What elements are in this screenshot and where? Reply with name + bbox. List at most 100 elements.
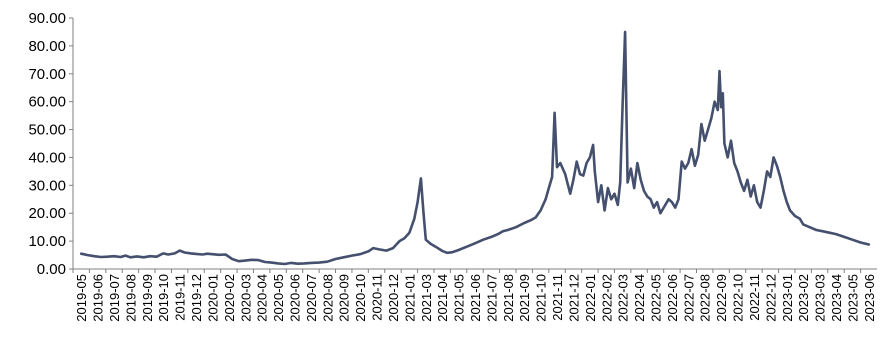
x-tick: 2022-05 bbox=[646, 269, 663, 322]
x-tick-label: 2020-06 bbox=[288, 274, 303, 322]
x-tick-label: 2021-09 bbox=[517, 274, 532, 322]
x-tick: 2023-05 bbox=[843, 269, 860, 322]
y-tick: 20.00 bbox=[28, 205, 73, 222]
x-tick-label: 2023-02 bbox=[796, 274, 811, 322]
x-tick: 2021-11 bbox=[548, 269, 565, 321]
x-tick: 2019-05 bbox=[72, 269, 89, 322]
x-tick-label: 2023-06 bbox=[862, 274, 877, 322]
x-tick: 2022-09 bbox=[712, 269, 729, 322]
x-tick: 2019-10 bbox=[154, 269, 171, 322]
x-tick-label: 2020-10 bbox=[353, 274, 368, 322]
x-tick: 2021-12 bbox=[564, 269, 581, 322]
x-tick: 2021-06 bbox=[466, 269, 483, 322]
x-tick: 2022-10 bbox=[728, 269, 746, 322]
x-tick-label: 2023-01 bbox=[780, 274, 795, 322]
x-tick-label: 2021-08 bbox=[501, 274, 516, 322]
x-tick: 2022-11 bbox=[745, 269, 762, 321]
x-tick-label: 2023-04 bbox=[829, 274, 844, 322]
x-tick: 2021-01 bbox=[400, 269, 417, 322]
x-tick: 2020-08 bbox=[318, 269, 335, 322]
x-tick: 2020-12 bbox=[384, 269, 401, 322]
x-tick: 2020-03 bbox=[236, 269, 253, 322]
y-tick: 60.00 bbox=[28, 94, 73, 111]
x-tick-label: 2022-12 bbox=[763, 274, 778, 322]
x-tick-label: 2021-06 bbox=[468, 274, 483, 322]
x-tick: 2022-06 bbox=[663, 269, 680, 322]
x-tick: 2020-11 bbox=[367, 269, 385, 321]
y-tick: 90.00 bbox=[28, 10, 73, 27]
y-tick-label: 10.00 bbox=[28, 233, 66, 250]
x-tick-label: 2021-05 bbox=[452, 274, 467, 322]
y-tick-label: 60.00 bbox=[28, 94, 66, 111]
x-tick-label: 2020-08 bbox=[320, 274, 335, 322]
y-tick-label: 50.00 bbox=[28, 122, 66, 139]
x-tick: 2021-07 bbox=[482, 269, 499, 322]
y-tick: 10.00 bbox=[28, 233, 73, 250]
x-tick-label: 2022-11 bbox=[747, 274, 762, 321]
x-tick-label: 2019-05 bbox=[74, 274, 89, 322]
x-tick-label: 2023-05 bbox=[845, 274, 860, 322]
y-tick-label: 20.00 bbox=[28, 205, 66, 222]
x-tick: 2023-03 bbox=[810, 269, 828, 322]
x-tick-label: 2020-12 bbox=[386, 274, 401, 322]
x-tick: 2021-08 bbox=[499, 269, 516, 322]
x-tick-label: 2019-10 bbox=[156, 274, 171, 322]
x-tick-label: 2019-09 bbox=[140, 274, 155, 322]
x-tick: 2023-04 bbox=[827, 269, 844, 322]
y-tick-label: 70.00 bbox=[28, 66, 66, 83]
x-tick-label: 2021-11 bbox=[550, 274, 565, 321]
x-tick: 2021-10 bbox=[531, 269, 549, 322]
x-tick: 2019-09 bbox=[138, 269, 155, 322]
x-tick: 2019-11 bbox=[170, 269, 188, 321]
x-tick-label: 2020-05 bbox=[271, 274, 286, 322]
x-tick-label: 2022-04 bbox=[632, 274, 647, 322]
x-tick-label: 2019-08 bbox=[123, 274, 138, 322]
x-tick-label: 2022-03 bbox=[616, 274, 631, 322]
x-tick-label: 2020-07 bbox=[304, 274, 319, 322]
x-tick-label: 2020-02 bbox=[222, 274, 237, 322]
x-tick-label: 2019-06 bbox=[91, 274, 106, 322]
x-tick: 2022-04 bbox=[630, 269, 647, 322]
x-tick: 2021-05 bbox=[449, 269, 467, 322]
x-tick-label: 2022-05 bbox=[648, 274, 663, 322]
x-tick: 2022-03 bbox=[613, 269, 631, 322]
x-tick: 2021-04 bbox=[433, 269, 450, 322]
x-tick: 2022-08 bbox=[696, 269, 713, 322]
x-tick-label: 2020-11 bbox=[370, 274, 385, 321]
x-tick-label: 2023-03 bbox=[813, 274, 828, 322]
x-tick-label: 2022-08 bbox=[698, 274, 713, 322]
y-tick-label: 90.00 bbox=[28, 10, 66, 27]
x-axis-ticks: 2019-05 2019-06 2019-07 2019-08 2019-09 2019-… bbox=[72, 269, 877, 322]
x-tick-label: 2022-02 bbox=[599, 274, 614, 322]
y-tick-label: 0.00 bbox=[37, 261, 66, 278]
x-tick: 2019-06 bbox=[88, 269, 106, 322]
x-tick-label: 2022-01 bbox=[583, 274, 598, 322]
x-tick: 2019-12 bbox=[187, 269, 204, 322]
x-tick-label: 2021-04 bbox=[435, 274, 450, 322]
x-tick: 2022-07 bbox=[679, 269, 696, 322]
x-tick: 2023-06 bbox=[860, 269, 877, 322]
x-tick-label: 2021-01 bbox=[402, 274, 417, 322]
x-tick: 2020-01 bbox=[203, 269, 220, 322]
y-tick: 0.00 bbox=[37, 261, 73, 278]
x-tick: 2022-01 bbox=[581, 269, 598, 322]
x-tick-label: 2019-11 bbox=[173, 274, 188, 321]
y-tick: 70.00 bbox=[28, 66, 73, 83]
y-tick-label: 40.00 bbox=[28, 149, 66, 166]
x-tick-label: 2020-03 bbox=[238, 274, 253, 322]
x-tick: 2020-09 bbox=[335, 269, 352, 322]
x-tick: 2020-10 bbox=[351, 269, 368, 322]
x-tick-label: 2019-07 bbox=[107, 274, 122, 322]
x-tick: 2023-01 bbox=[778, 269, 795, 322]
y-tick: 40.00 bbox=[28, 149, 73, 166]
x-tick: 2022-12 bbox=[761, 269, 778, 322]
x-tick: 2020-02 bbox=[220, 269, 237, 322]
x-tick-label: 2022-10 bbox=[731, 274, 746, 322]
y-axis-ticks: 0.00 10.00 20.00 30.00 40.00 50.00 60.00 70.00 8… bbox=[28, 10, 73, 278]
x-tick: 2022-02 bbox=[597, 269, 614, 322]
y-tick: 50.00 bbox=[28, 122, 73, 139]
x-tick: 2021-09 bbox=[515, 269, 532, 322]
x-tick: 2020-04 bbox=[252, 269, 270, 322]
x-tick-label: 2020-01 bbox=[205, 274, 220, 322]
